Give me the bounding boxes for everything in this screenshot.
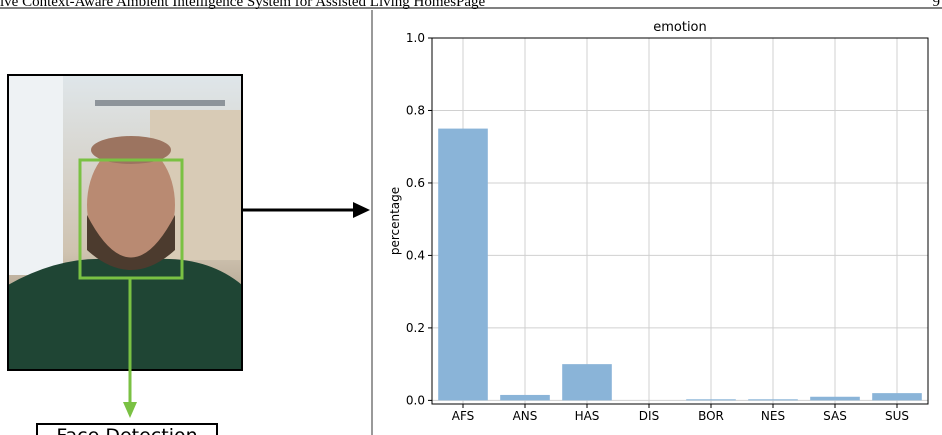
- stage-label: Face Detection: [56, 425, 197, 435]
- y-axis-label: percentage: [388, 187, 402, 255]
- y-tick-label: 0.2: [406, 321, 425, 335]
- bar: [562, 364, 612, 400]
- face-photo: [8, 75, 242, 370]
- bar: [748, 399, 798, 400]
- bar: [810, 397, 860, 401]
- bar: [438, 129, 488, 401]
- chart: 0.0 0.2 0.4 0.6 0.8 1.0 AFS ANS HAS DIS BOR NES SAS S…: [388, 20, 928, 423]
- y-tick-label: 0.6: [406, 176, 425, 190]
- bar: [686, 399, 736, 400]
- black-arrowhead: [353, 202, 370, 218]
- y-tick-label: 0.0: [406, 393, 425, 407]
- chart-title: emotion: [653, 20, 707, 35]
- bar: [872, 393, 922, 400]
- x-tick-label: SUS: [885, 409, 909, 423]
- page: {"header": {"title": "ive Context-Aware …: [0, 0, 942, 435]
- x-tick-label: BOR: [698, 409, 724, 423]
- x-tick-label: ANS: [513, 409, 538, 423]
- x-tick-label: NES: [761, 409, 785, 423]
- plot-frame: [432, 38, 928, 404]
- y-tick-label: 0.8: [406, 103, 425, 117]
- x-tick-label: AFS: [452, 409, 475, 423]
- y-tick-label: 1.0: [406, 31, 425, 45]
- x-tick-label: DIS: [639, 409, 659, 423]
- bar: [500, 395, 550, 400]
- y-tick-label: 0.4: [406, 248, 425, 262]
- x-tick-label: SAS: [823, 409, 847, 423]
- green-arrowhead: [123, 402, 137, 418]
- x-tick-label: HAS: [575, 409, 600, 423]
- figure: ive Context-Aware Ambient Intelligence S…: [0, 0, 942, 435]
